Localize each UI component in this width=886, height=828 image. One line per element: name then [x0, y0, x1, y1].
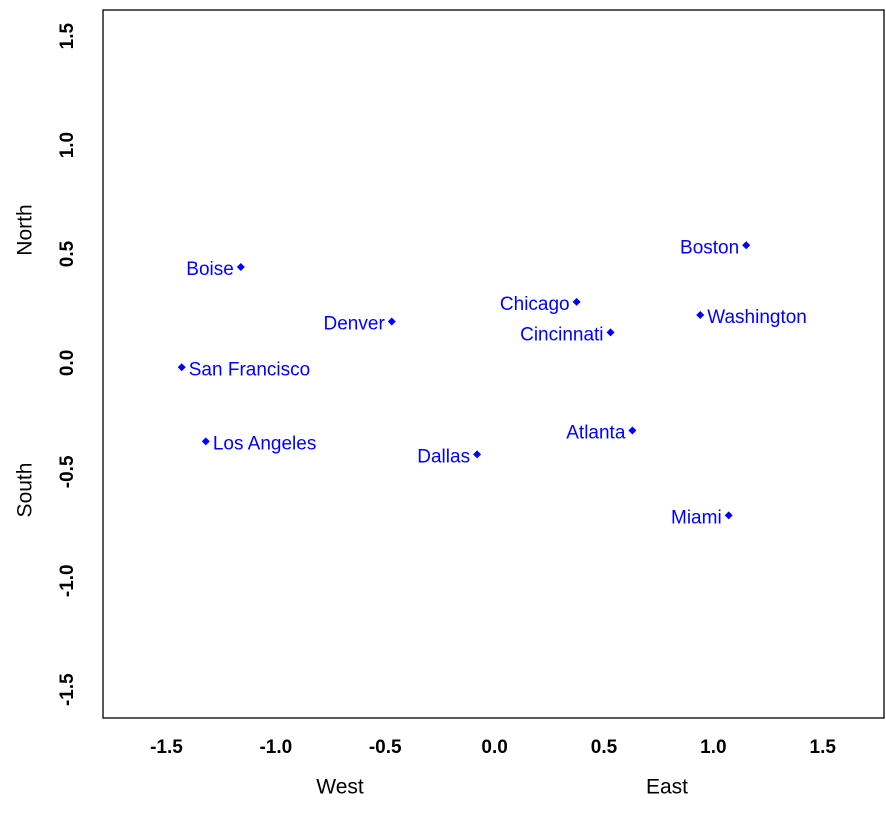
point — [572, 297, 581, 306]
point — [236, 263, 245, 272]
point — [387, 317, 396, 326]
point — [628, 426, 637, 435]
point-label: Washington — [707, 307, 807, 328]
point-label: Denver — [324, 314, 386, 335]
point-label: Dallas — [417, 446, 470, 467]
point-label: Los Angeles — [213, 433, 317, 454]
plot-frame — [102, 9, 885, 719]
point — [742, 241, 751, 250]
point — [696, 310, 705, 319]
point — [177, 363, 186, 372]
x-tick-label: 0.5 — [591, 737, 618, 758]
point-label: Boston — [680, 237, 739, 258]
y-tick-label: 0.0 — [57, 350, 78, 376]
y-tick-label: -0.5 — [57, 455, 78, 488]
y-tick-label: -1.0 — [57, 564, 78, 597]
point-label: Boise — [186, 259, 234, 280]
y-tick-label: -1.5 — [57, 673, 78, 706]
y-tick-label: 1.5 — [57, 23, 78, 50]
x-tick-label: 1.5 — [810, 737, 837, 758]
x-tick-label: 1.0 — [700, 737, 726, 758]
x-axis-label: East — [646, 776, 688, 799]
x-axis-label: West — [316, 776, 364, 799]
point — [201, 437, 210, 446]
x-tick-label: -1.0 — [259, 737, 292, 758]
y-tick-label: 1.0 — [57, 132, 78, 158]
y-axis-label: South — [14, 463, 37, 518]
point-label: Chicago — [500, 294, 570, 315]
x-tick-label: 0.0 — [481, 737, 507, 758]
point — [724, 511, 733, 520]
point-label: San Francisco — [189, 359, 310, 380]
point-label: Miami — [671, 507, 722, 528]
point-label: Atlanta — [566, 422, 626, 443]
y-tick-label: 0.5 — [57, 240, 78, 267]
point-label: Cincinnati — [520, 324, 603, 345]
point — [606, 328, 615, 337]
point — [473, 450, 482, 459]
x-tick-label: -0.5 — [369, 737, 402, 758]
x-tick-label: -1.5 — [150, 737, 183, 758]
y-axis-label: North — [14, 204, 37, 255]
